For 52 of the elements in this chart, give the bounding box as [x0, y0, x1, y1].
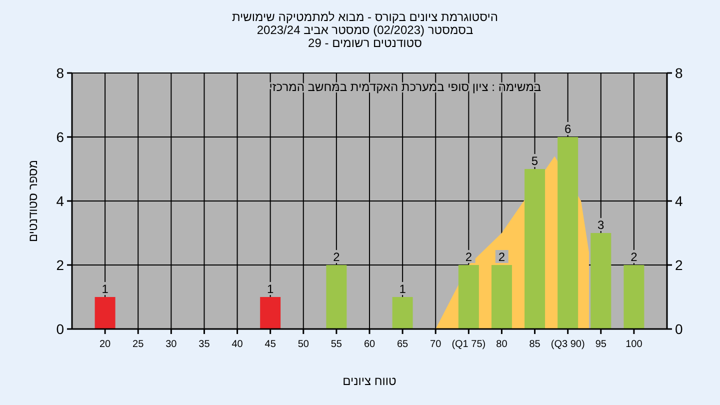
data-label: 2: [465, 250, 472, 264]
y2-tick-label: 0: [675, 321, 683, 337]
y-tick-label: 0: [56, 321, 64, 337]
bar: [590, 233, 612, 329]
x-tick-label: (Q1 75): [452, 339, 486, 350]
bar: [524, 169, 546, 329]
x-tick-label: 80: [496, 339, 508, 350]
x-tick-label: 45: [264, 339, 276, 350]
bar: [260, 297, 281, 329]
bar: [392, 297, 413, 329]
x-tick-label: 30: [166, 339, 178, 350]
y-tick-label: 8: [56, 65, 64, 81]
data-label: 5: [531, 154, 538, 168]
y2-tick-label: 2: [675, 257, 683, 273]
data-label: 2: [630, 250, 638, 264]
data-label: 1: [399, 282, 406, 296]
y-tick-label: 2: [56, 257, 64, 273]
x-axis-title: טווח ציונים: [342, 374, 397, 388]
data-label: 3: [598, 218, 605, 232]
y-tick-label: 4: [56, 193, 64, 209]
x-tick-label: 40: [232, 339, 244, 350]
x-tick-label: 100: [626, 339, 643, 350]
data-label: 2: [498, 250, 506, 264]
y2-tick-label: 4: [675, 193, 683, 209]
bar: [94, 297, 116, 329]
y-tick-label: 6: [56, 129, 64, 145]
bar: [458, 265, 479, 329]
x-tick-label: 35: [198, 339, 210, 350]
bar: [624, 265, 644, 329]
bar: [558, 137, 578, 329]
data-label: 6: [564, 122, 572, 136]
y-axis-title: מספר סטודנטים: [26, 160, 40, 242]
x-tick-label: 65: [396, 339, 409, 350]
x-tick-label: 55: [330, 339, 342, 350]
x-tick-label: 70: [430, 339, 442, 350]
data-label: 2: [333, 250, 340, 264]
x-tick-label: (Q3 90): [550, 339, 585, 350]
chart-title: היסטוגרמת ציונים בקורס - מבוא למתמטיקה שימושית: [232, 10, 498, 24]
chart-subtitle: בסמסטר (02/2023) סמסטר אביב 2023/24: [256, 23, 474, 37]
data-label: 1: [266, 282, 274, 296]
x-tick-label: 85: [529, 339, 541, 350]
bar: [491, 265, 512, 329]
x-tick-label: 50: [298, 339, 310, 350]
text: סטודנטים רשומים - 29: [308, 36, 422, 50]
y2-tick-label: 6: [675, 129, 683, 145]
bar: [326, 265, 347, 329]
x-tick-label: 95: [595, 339, 607, 350]
x-tick-label: 60: [364, 339, 376, 350]
x-tick-label: 20: [99, 339, 112, 350]
y2-tick-label: 8: [675, 65, 683, 81]
x-tick-label: 25: [132, 339, 144, 350]
data-label: 1: [102, 282, 109, 296]
